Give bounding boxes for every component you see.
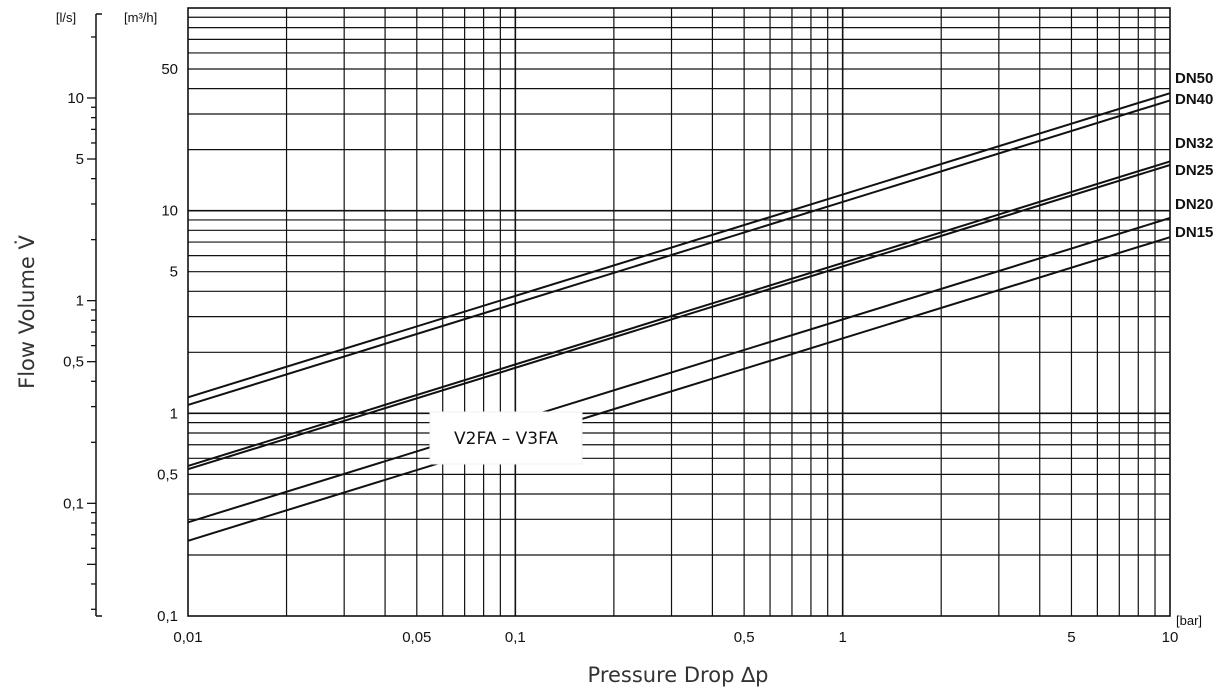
series-line-dn32 [187, 160, 1171, 467]
series-label-dn40: DN40 [1175, 91, 1213, 108]
y-secondary-tick-label: 1 [76, 293, 84, 310]
series-label-dn50: DN50 [1175, 70, 1213, 87]
y-secondary-tick-label: 10 [67, 90, 84, 107]
x-tick-label: 1 [838, 629, 846, 646]
series-line-dn20 [187, 217, 1171, 524]
annotation-text: V2FA – V3FA [454, 429, 558, 449]
x-tick-label: 0,05 [402, 629, 431, 646]
plot-frame [187, 7, 1171, 617]
y-secondary-tick-label: 5 [76, 151, 84, 168]
x-tick-label: 5 [1067, 629, 1075, 646]
y-tick-label: 1 [170, 405, 178, 422]
y-tick-label: 0,5 [157, 466, 178, 483]
series-lines [187, 92, 1171, 542]
y-axis-title: Flow Volume V̇ [14, 234, 39, 388]
x-unit-label: [bar] [1176, 613, 1202, 628]
y-tick-label: 10 [161, 203, 178, 220]
labels: DN50 DN40 DN32 DN25 DN20 DN15 [1175, 70, 1213, 241]
series-line-dn40 [187, 99, 1171, 406]
x-tick-label: 0,5 [734, 629, 755, 646]
y-tick-label: 50 [161, 61, 178, 78]
y-secondary-tick-label: 0,1 [63, 495, 84, 512]
y-primary-unit-label: [m³/h] [124, 10, 157, 25]
x-tick-label: 0,1 [505, 629, 526, 646]
grid [187, 7, 1171, 617]
x-tick-label: 10 [1162, 629, 1179, 646]
annotation-box [429, 411, 583, 465]
y-tick-label: 0,1 [157, 608, 178, 625]
series-line-dn50 [187, 92, 1171, 399]
y-tick-label: 5 [170, 264, 178, 281]
series-label-dn32: DN32 [1175, 135, 1213, 152]
series-line-dn15 [187, 236, 1171, 542]
series-line-dn25 [187, 164, 1171, 471]
x-axis-title: Pressure Drop ∆p [588, 663, 769, 687]
series-label-dn15: DN15 [1175, 224, 1213, 241]
x-tick-label: 0,01 [173, 629, 202, 646]
y-secondary-tick-label: 0,5 [63, 354, 84, 371]
axes: 0,01 0,05 0,1 0,5 1 5 10 0,1 0,5 1 5 10 50 0,1 0,5 1 5 10 [63, 13, 1179, 646]
series-label-dn25: DN25 [1175, 162, 1213, 179]
model-annotation: V2FA – V3FA [429, 411, 583, 465]
y-secondary-unit-label: [l/s] [56, 10, 76, 25]
series-label-dn20: DN20 [1175, 196, 1213, 213]
